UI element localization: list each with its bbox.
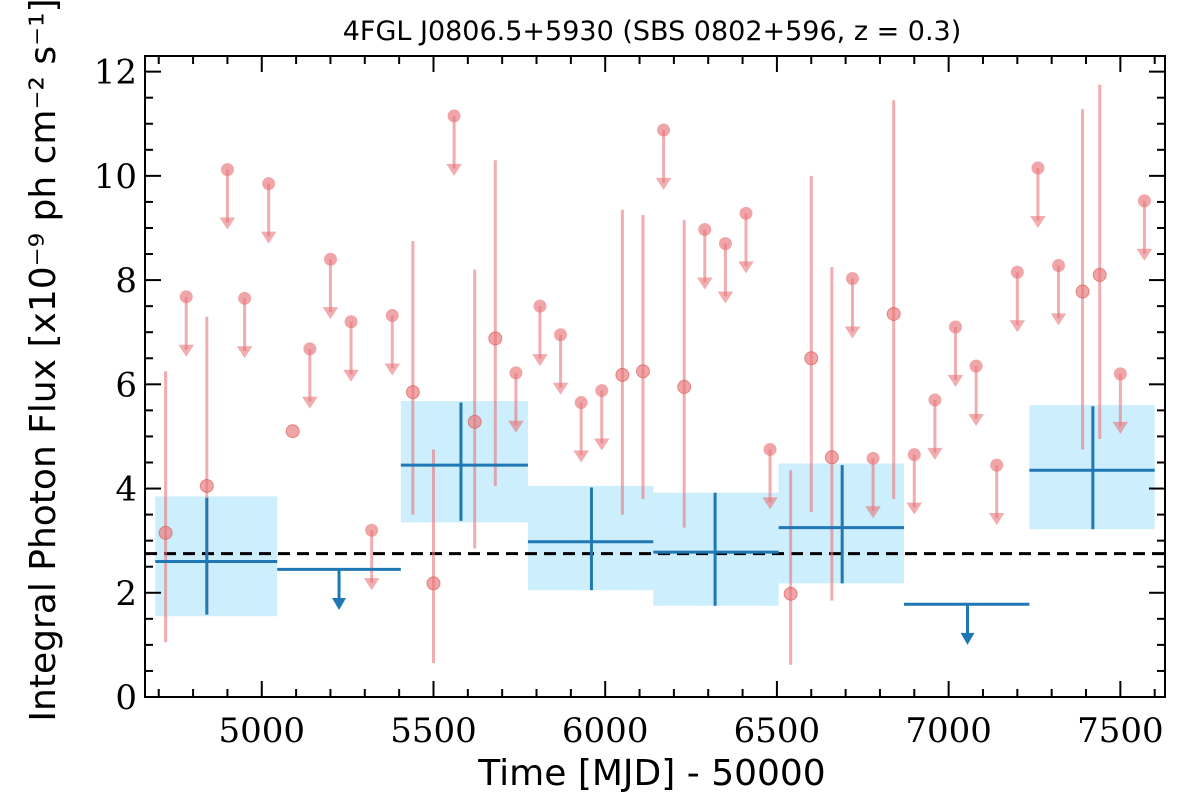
x-tick-label: 5000 [219, 711, 306, 751]
short-bin-upper-limit-arrow [655, 177, 672, 190]
y-tick-label: 8 [115, 261, 137, 301]
short-bin-upper-limit-arrow [1009, 320, 1026, 333]
short-bin-upper-limit-arrow [532, 354, 548, 367]
y-tick-label: 2 [115, 574, 137, 614]
x-tick-label: 6500 [734, 711, 821, 751]
short-bin-upper-limit-arrow [219, 217, 236, 230]
y-tick-label: 12 [94, 53, 137, 93]
short-bin-upper-limit-arrow [260, 231, 277, 244]
short-bin-upper-limit-arrow [322, 307, 339, 320]
short-bin-upper-limit-arrow [696, 277, 713, 290]
short-bin-upper-limit-arrow [384, 363, 401, 376]
x-axis-title: Time [MJD] - 50000 [477, 753, 825, 794]
short-bin-upper-limit-arrow [762, 497, 778, 510]
long-bin-upper-limit-arrow [960, 632, 975, 645]
short-bin-upper-limit-arrow [947, 374, 964, 387]
plot-frame [144, 55, 1166, 698]
short-bin-upper-limit-arrow [593, 438, 610, 451]
short-bin-point [1092, 267, 1107, 282]
short-bin-point [615, 367, 630, 382]
short-bin-upper-limit-arrow [1136, 248, 1153, 261]
short-bin-point [405, 385, 420, 400]
short-bin-point [886, 306, 901, 321]
y-axis-title: Integral Photon Flux [x10⁻⁹ ph cm⁻² s⁻¹] [23, 0, 64, 722]
short-bin-point [426, 576, 441, 591]
short-bin-upper-limit-arrow [968, 414, 984, 427]
long-bin-bands [155, 400, 1155, 617]
y-tick-label: 10 [94, 157, 137, 197]
short-bin-point [824, 450, 839, 465]
short-bin-upper-limit-arrow [1050, 313, 1067, 326]
short-bin-upper-limit-arrow [865, 506, 881, 519]
short-bin-upper-limit-arrow [446, 163, 462, 176]
long-bin-upper-limit-arrow [332, 597, 347, 610]
short-bin-point [677, 379, 692, 394]
short-bin-point [635, 364, 650, 379]
short-bin-upper-limit-arrow [363, 578, 380, 591]
short-bin-upper-limit-arrow [178, 344, 195, 357]
axis-ticks: 5000 5500 6000 6500 7000 7500 0 2 4 6 8 10 12 [94, 53, 1165, 751]
short-bin-upper-limit-arrow [343, 369, 359, 382]
short-bin-upper-limit-arrow [738, 261, 754, 274]
x-tick-label: 5500 [390, 711, 477, 751]
short-bin-upper-limit-arrow [1030, 215, 1046, 228]
short-bin-upper-limit-arrow [844, 326, 861, 339]
long-bin-series [155, 402, 1155, 645]
x-tick-label: 7000 [905, 711, 992, 751]
x-tick-label: 7500 [1077, 711, 1164, 751]
short-bin-upper-limit-arrow [906, 502, 923, 515]
short-bin-upper-limit-arrow [988, 513, 1005, 526]
short-bin-point [158, 525, 173, 540]
short-bin-upper-limit-arrow [717, 291, 734, 304]
short-bin-upper-limit-arrow [573, 450, 589, 463]
chart-title: 4FGL J0806.5+5930 (SBS 0802+596, z = 0.3… [343, 16, 962, 47]
y-tick-label: 0 [115, 678, 137, 718]
short-bin-point [804, 351, 819, 366]
short-bin-series [158, 84, 1153, 665]
short-bin-point [467, 414, 482, 429]
short-bin-upper-limit-arrow [236, 346, 253, 359]
short-bin-point [783, 586, 798, 601]
short-bin-upper-limit-arrow [552, 382, 569, 395]
y-tick-label: 6 [115, 365, 137, 405]
short-bin-upper-limit-arrow [1112, 421, 1129, 434]
short-bin-upper-limit-arrow [302, 396, 318, 409]
short-bin-upper-limit-arrow [508, 420, 524, 433]
long-bin-band [155, 496, 278, 617]
long-bin-band [400, 400, 528, 523]
y-tick-label: 4 [115, 470, 137, 510]
short-bin-upper-limit-arrow [927, 447, 943, 460]
short-bin-point [285, 424, 300, 439]
short-bin-point [199, 478, 214, 493]
short-bin-point [1075, 284, 1090, 299]
short-bin-point [488, 331, 503, 346]
x-tick-label: 6000 [562, 711, 649, 751]
